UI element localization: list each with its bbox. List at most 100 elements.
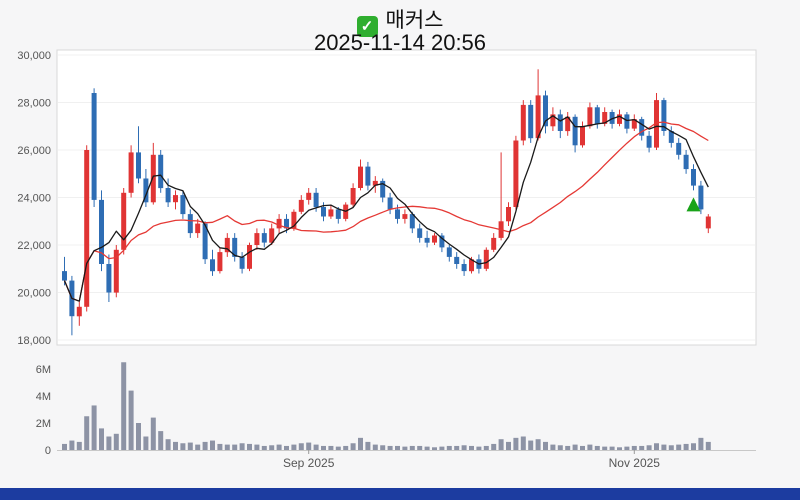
bottom-bar bbox=[0, 488, 800, 500]
candle-body-down bbox=[461, 264, 467, 272]
candle-body-down bbox=[691, 169, 696, 186]
candle-body-up bbox=[195, 223, 201, 234]
y-axis-label: 20,000 bbox=[17, 288, 51, 300]
candle-body-down bbox=[187, 214, 193, 234]
candle-body-up bbox=[306, 192, 312, 200]
candle-body-down bbox=[572, 116, 578, 146]
volume-bar bbox=[91, 405, 97, 450]
stock-name: 매커스 bbox=[385, 9, 444, 32]
volume-bar bbox=[705, 441, 711, 450]
volume-bar bbox=[454, 445, 460, 450]
candle-body-down bbox=[321, 207, 326, 217]
volume-bar bbox=[365, 441, 371, 450]
volume-bar bbox=[624, 446, 630, 450]
volume-bar bbox=[224, 444, 230, 450]
chart-title-row: ✓ 매커스 bbox=[0, 4, 800, 37]
volume-bar bbox=[395, 445, 400, 450]
candle-body-up bbox=[358, 166, 363, 188]
volume-axis-label: 4M bbox=[36, 391, 51, 403]
candle-body-down bbox=[313, 192, 319, 208]
candle-body-up bbox=[76, 306, 82, 317]
volume-bar bbox=[654, 443, 659, 450]
candle-body-down bbox=[609, 112, 615, 124]
volume-bar bbox=[691, 443, 696, 450]
volume-bar bbox=[350, 443, 356, 450]
volume-bar bbox=[557, 445, 563, 450]
volume-bar bbox=[128, 390, 134, 450]
volume-bar bbox=[520, 436, 526, 450]
candle-body-up bbox=[128, 152, 134, 193]
volume-bar bbox=[528, 440, 534, 450]
candle-body-up bbox=[654, 100, 659, 148]
ma-short-line bbox=[63, 115, 709, 302]
candle-body-down bbox=[239, 256, 245, 269]
volume-bar bbox=[639, 445, 645, 450]
volume-bar bbox=[587, 444, 593, 450]
volume-bar bbox=[187, 442, 193, 450]
candle-body-down bbox=[676, 142, 682, 155]
volume-bar bbox=[676, 444, 682, 450]
y-axis-label: 24,000 bbox=[17, 193, 51, 205]
volume-bar bbox=[387, 445, 393, 450]
candle-body-up bbox=[631, 119, 637, 129]
candle-body-down bbox=[284, 218, 289, 229]
y-axis-label: 22,000 bbox=[17, 240, 51, 252]
volume-bar bbox=[313, 444, 319, 450]
candle-body-down bbox=[557, 114, 563, 131]
candle-body-down bbox=[365, 166, 371, 186]
volume-axis-label: 6M bbox=[36, 364, 51, 376]
candle-body-up bbox=[150, 154, 156, 203]
candle-body-down bbox=[158, 154, 164, 189]
volume-bar bbox=[202, 441, 208, 450]
volume-bar bbox=[646, 445, 652, 450]
candle-body-up bbox=[84, 150, 90, 307]
volume-axis-label: 2M bbox=[36, 418, 51, 430]
volume-bar bbox=[210, 440, 215, 450]
candle-body-up bbox=[121, 192, 127, 250]
volume-bar bbox=[298, 443, 304, 450]
y-axis-label: 30,000 bbox=[17, 50, 51, 62]
volume-bar bbox=[343, 445, 349, 450]
candle-body-up bbox=[617, 114, 622, 124]
candle-body-down bbox=[409, 214, 415, 229]
volume-bar bbox=[602, 446, 608, 450]
candle-body-down bbox=[261, 233, 267, 243]
volume-bar bbox=[506, 441, 511, 450]
volume-bar bbox=[136, 423, 141, 450]
candle-body-up bbox=[705, 216, 711, 229]
candle-body-up bbox=[469, 259, 474, 272]
volume-bar bbox=[439, 446, 445, 450]
volume-bar bbox=[269, 445, 275, 450]
candle-body-down bbox=[180, 195, 186, 215]
candle-body-up bbox=[432, 235, 437, 243]
candle-body-up bbox=[269, 228, 275, 243]
candle-body-down bbox=[543, 95, 548, 127]
volume-bar bbox=[609, 446, 615, 450]
volume-bar bbox=[432, 447, 437, 450]
volume-bar bbox=[84, 416, 90, 450]
ma-long-line bbox=[63, 121, 709, 302]
candle-body-up bbox=[173, 195, 178, 203]
candle-body-down bbox=[594, 107, 600, 124]
candle-body-down bbox=[335, 209, 341, 219]
volume-bar bbox=[469, 445, 474, 450]
volume-bar bbox=[409, 445, 415, 450]
volume-bar bbox=[328, 445, 334, 450]
volume-bar bbox=[683, 443, 689, 450]
candle-body-up bbox=[372, 180, 378, 186]
candle-body-down bbox=[446, 247, 452, 257]
volume-bar bbox=[291, 444, 297, 450]
candle-body-down bbox=[91, 93, 97, 200]
candle-body-up bbox=[276, 218, 282, 229]
candle-body-down bbox=[624, 114, 630, 129]
candle-body-up bbox=[513, 140, 519, 207]
volume-bar bbox=[276, 444, 282, 450]
candle-body-up bbox=[328, 209, 334, 217]
volume-bar bbox=[446, 445, 452, 450]
volume-bar bbox=[565, 445, 571, 450]
volume-bar bbox=[372, 444, 378, 450]
candle-body-up bbox=[254, 233, 260, 245]
candle-body-up bbox=[520, 104, 526, 141]
